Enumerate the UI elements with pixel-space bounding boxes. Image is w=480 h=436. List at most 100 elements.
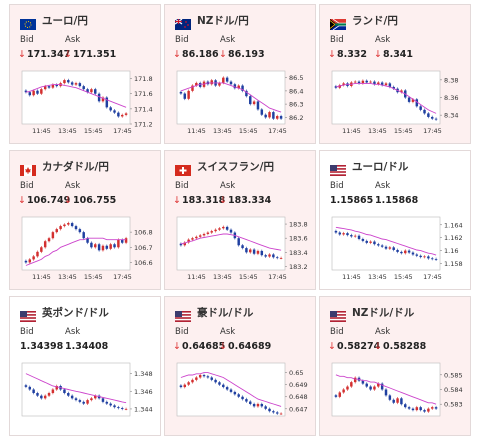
rate-card-nzd-usd[interactable]: NZドル/ドル Bid Ask ↓0.58274 ↓0.58288 0.585 0… — [319, 296, 471, 436]
candle-body — [365, 383, 368, 387]
bid-label: Bid — [20, 35, 34, 45]
rate-card-aud-usd[interactable]: 豪ドル/ドル Bid Ask ↓0.64685 ↓0.64689 0.65 0.6… — [164, 296, 316, 436]
candle-body — [124, 113, 128, 115]
pair-name[interactable]: ユーロ/円 — [42, 14, 88, 27]
candle-body — [63, 80, 66, 84]
candle-body — [427, 408, 430, 412]
candle-body — [198, 82, 202, 87]
candle-body — [237, 394, 240, 397]
candle-body — [357, 235, 361, 239]
candlestick-chart[interactable]: 1.164 1.162 1.16 1.158 11:45 13:45 15:45 17:45 — [330, 215, 470, 285]
candlestick-chart[interactable]: 1.348 1.346 1.344 — [20, 361, 160, 431]
x-tick-label: 11:45 — [342, 127, 361, 135]
candle-body — [120, 114, 124, 117]
candlestick-chart[interactable]: 183.8 183.6 183.4 183.2 11:45 13:45 15:45 17:45 — [175, 215, 315, 285]
pair-name[interactable]: 英ポンド/ドル — [42, 306, 109, 319]
candle-body — [195, 236, 198, 239]
candle-body — [392, 399, 395, 403]
arrow-down-icon: ↓ — [64, 49, 72, 60]
x-tick-label: 11:45 — [32, 127, 51, 135]
pair-name[interactable]: スイスフラン/円 — [197, 160, 275, 173]
candle-body — [338, 232, 342, 235]
candle-body — [97, 93, 101, 102]
rate-card-cad-jpy[interactable]: カナダドル/円 Bid Ask ↓106.749 ↓106.755 106.8 1… — [9, 150, 161, 290]
candle-body — [28, 259, 32, 263]
pair-name[interactable]: NZドル/円 — [197, 14, 249, 27]
candlestick-chart[interactable]: 8.38 8.36 8.34 11:45 13:45 15:45 17:45 — [330, 69, 470, 139]
rate-card-eur-jpy[interactable]: ユーロ/円 Bid Ask ↓171.347 ↓171.351 171.8 171… — [9, 4, 161, 144]
candle-body — [396, 398, 399, 403]
arrow-down-icon: ↓ — [374, 341, 382, 352]
candle-body — [342, 83, 345, 86]
candlestick-chart[interactable]: 86.5 86.4 86.3 86.2 11:45 13:45 15:45 17:45 — [175, 69, 315, 139]
arrow-down-icon: ↓ — [18, 49, 26, 60]
candle-body — [229, 229, 233, 233]
candle-body — [202, 375, 206, 377]
rate-card-gbp-usd[interactable]: 英ポンド/ドル Bid Ask 1.34398 1.34408 1.348 1.3… — [9, 296, 161, 436]
candlestick-chart[interactable]: 0.65 0.649 0.648 0.647 — [175, 361, 315, 431]
candle-body — [423, 109, 426, 114]
candle-body — [229, 81, 233, 85]
bid-label: Bid — [20, 181, 34, 191]
bid-number: 0.58274 — [336, 341, 381, 352]
candle-body — [260, 109, 264, 115]
candle-body — [67, 393, 70, 396]
candle-body — [361, 380, 365, 384]
pair-name[interactable]: ユーロ/ドル — [352, 160, 409, 173]
eu-flag-icon — [20, 15, 36, 30]
ask-value: 1.15868 — [375, 195, 418, 206]
candle-body — [90, 89, 93, 93]
candle-body — [70, 223, 74, 227]
rate-card-zar-jpy[interactable]: ランド/円 Bid Ask ↓8.332 ↓8.341 8.38 8.36 8.34… — [319, 4, 471, 144]
candle-body — [86, 400, 89, 404]
candle-body — [113, 405, 116, 408]
candle-body — [377, 383, 380, 387]
nz-flag-icon — [174, 15, 191, 30]
candle-body — [70, 395, 74, 399]
moving-average-line — [335, 226, 437, 256]
candle-body — [179, 91, 183, 94]
candle-body — [124, 238, 128, 243]
candlestick-chart[interactable]: 106.8 106.7 106.6 11:45 13:45 15:45 17:45 — [20, 215, 160, 285]
x-tick-label: 11:45 — [187, 273, 206, 281]
us-flag-icon — [20, 307, 36, 322]
candle-body — [264, 114, 267, 118]
ask-label: Ask — [220, 327, 236, 337]
candle-body — [55, 229, 58, 233]
candle-body — [225, 77, 229, 82]
bid-value: ↓183.318 — [173, 195, 225, 206]
rate-card-nzd-jpy[interactable]: NZドル/円 Bid Ask ↓86.186 ↓86.193 86.5 86.4 8… — [164, 4, 316, 144]
x-tick-label: 15:45 — [239, 273, 258, 281]
x-tick-label: 15:45 — [239, 127, 258, 135]
candle-body — [434, 118, 438, 120]
bid-number: 86.186 — [181, 49, 219, 60]
candle-body — [369, 81, 372, 83]
x-tick-label: 17:45 — [268, 273, 287, 281]
moving-average-line — [25, 373, 127, 404]
arrow-down-icon: ↓ — [219, 49, 227, 60]
candlestick-chart[interactable]: 171.8 171.6 171.4 171.2 11:45 13:45 15:45 17:45 — [20, 69, 160, 139]
moving-average-line — [335, 374, 437, 405]
pair-name[interactable]: NZドル/ドル — [352, 306, 415, 319]
candle-body — [430, 407, 434, 409]
card-header: ランド/円 — [329, 13, 398, 30]
ask-value: ↓183.334 — [219, 195, 271, 206]
rate-card-chf-jpy[interactable]: スイスフラン/円 Bid Ask ↓183.318 ↓183.334 183.8… — [164, 150, 316, 290]
candlestick-chart[interactable]: 0.585 0.584 0.583 — [330, 361, 470, 431]
candle-body — [272, 112, 275, 119]
y-tick-label: 86.3 — [289, 101, 303, 109]
pair-name[interactable]: ランド/円 — [352, 14, 398, 27]
candle-body — [43, 241, 47, 248]
plot-area — [331, 70, 441, 125]
ask-value: ↓171.351 — [64, 49, 116, 60]
pair-name[interactable]: 豪ドル/ドル — [197, 306, 254, 319]
candle-body — [275, 116, 279, 119]
candle-body — [24, 260, 28, 263]
candle-body — [275, 412, 279, 414]
x-tick-label: 17:45 — [268, 127, 287, 135]
ask-number: 8.341 — [382, 49, 414, 60]
rate-card-eur-usd[interactable]: ユーロ/ドル Bid Ask 1.15865 1.15868 1.164 1.16… — [319, 150, 471, 290]
y-tick-label: 106.6 — [134, 259, 153, 267]
pair-name[interactable]: カナダドル/円 — [42, 160, 109, 173]
candle-body — [97, 244, 101, 251]
